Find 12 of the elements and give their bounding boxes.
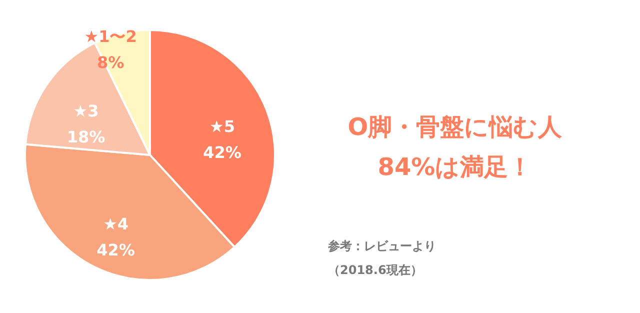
data-label: 18% — [66, 127, 106, 146]
slice-label: ★5 — [209, 116, 235, 136]
slice-label: ★3 — [73, 101, 99, 120]
text: 84%は満足！ — [378, 153, 532, 181]
slice-label: ★4 — [103, 214, 129, 234]
text: （2018.6現在） — [328, 263, 422, 277]
text: O脚・骨盤に悩む人 — [348, 113, 564, 141]
data-label: 42% — [203, 142, 242, 162]
slice-label: ★1〜2 — [84, 26, 137, 46]
data-label: 8% — [96, 52, 124, 72]
text: 参考：レビューより — [327, 239, 436, 253]
data-label: 42% — [96, 240, 135, 260]
